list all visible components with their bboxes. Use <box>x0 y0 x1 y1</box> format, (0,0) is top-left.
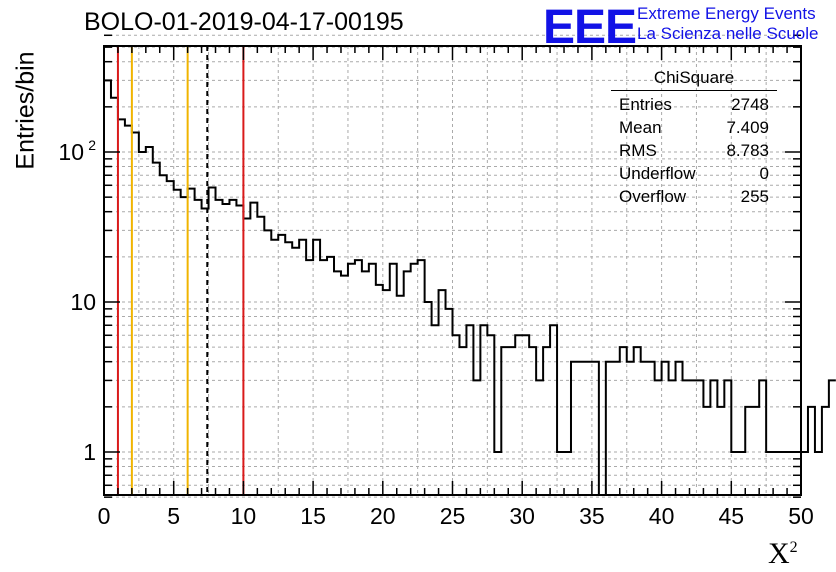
chart-title: BOLO-01-2019-04-17-00195 <box>84 8 404 36</box>
eee-logo: EEE <box>543 1 637 54</box>
x-tick-label: 5 <box>167 503 180 529</box>
x-axis-label: X2 <box>768 537 798 570</box>
y-axis-label: Entries/bin <box>11 51 40 170</box>
stats-row-entries: Entries 2748 <box>619 95 769 114</box>
stats-row-rms: RMS 8.783 <box>619 141 769 160</box>
x-tick-label: 0 <box>98 503 111 529</box>
y-tick-label: 10 <box>58 139 84 165</box>
stats-title: ChiSquare <box>611 68 777 91</box>
x-tick-label: 10 <box>231 503 257 529</box>
x-tick-label: 35 <box>579 503 605 529</box>
stats-row-overflow: Overflow 255 <box>619 187 769 206</box>
logo-line-1: Extreme Energy Events <box>637 4 816 23</box>
y-tick-label: 1 <box>83 439 96 465</box>
logo-line-2: La Scienza nelle Scuole <box>637 24 819 43</box>
histogram-series <box>104 79 836 496</box>
y-tick-label: 10 <box>70 289 96 315</box>
stats-row-underflow: Underflow 0 <box>619 164 769 183</box>
x-tick-label: 50 <box>788 503 814 529</box>
x-tick-label: 20 <box>370 503 396 529</box>
x-tick-label: 30 <box>509 503 535 529</box>
x-tick-label: 25 <box>440 503 466 529</box>
x-tick-label: 40 <box>649 503 675 529</box>
y-tick-exponent: 2 <box>88 137 96 153</box>
x-tick-label: 45 <box>719 503 745 529</box>
x-tick-label: 15 <box>300 503 326 529</box>
stats-box: ChiSquare Entries 2748 Mean 7.409 RMS 8.783… <box>611 68 777 208</box>
stats-row-mean: Mean 7.409 <box>619 118 769 137</box>
